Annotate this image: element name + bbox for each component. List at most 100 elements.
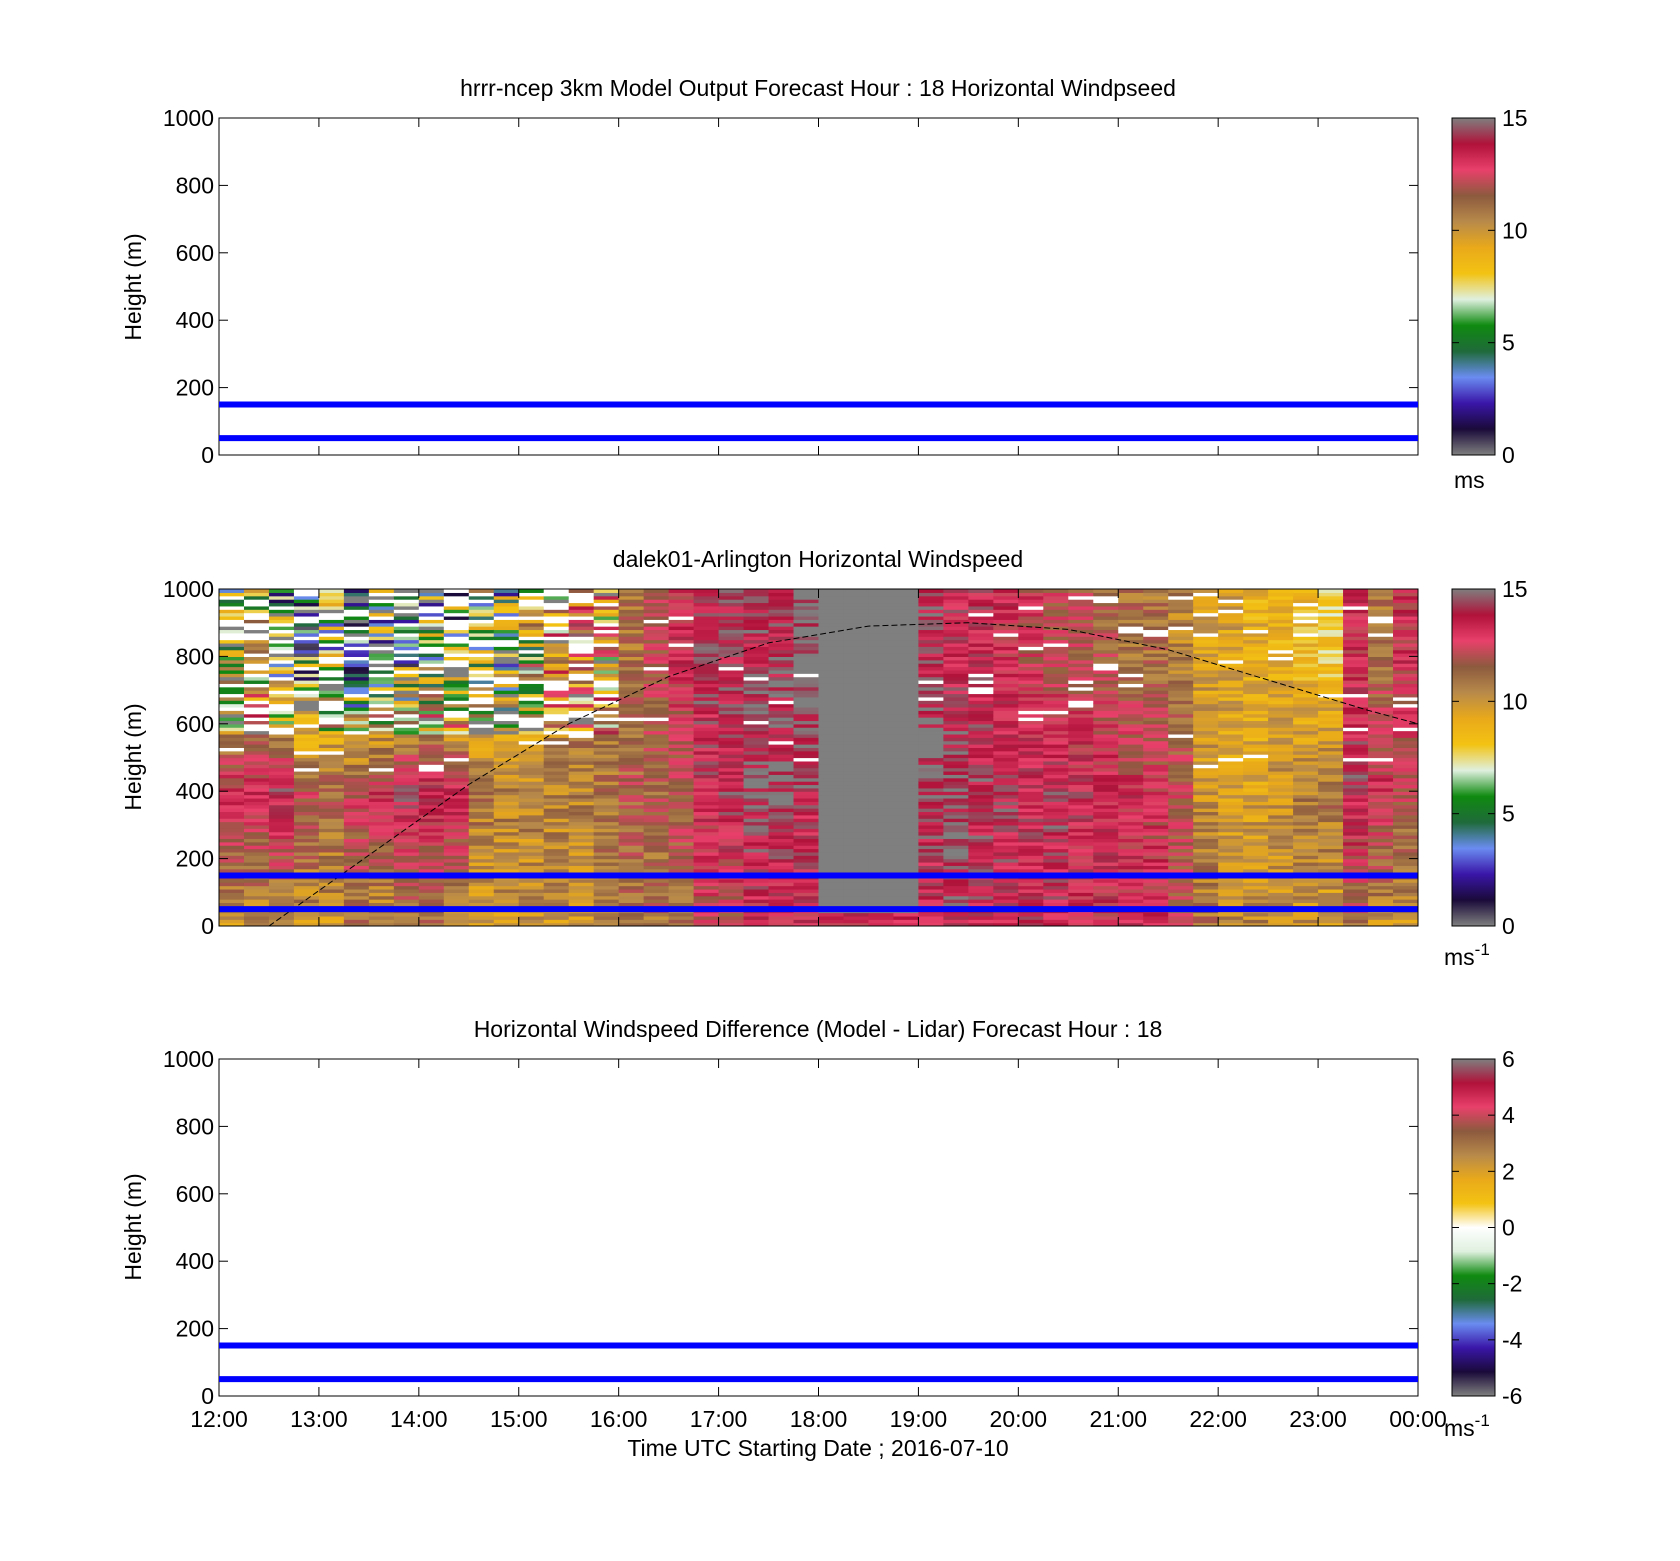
heatmap-cell <box>593 663 620 668</box>
heatmap-cell <box>1243 632 1269 637</box>
heatmap-cell <box>219 919 245 924</box>
heatmap-cell <box>268 653 295 657</box>
heatmap-cell <box>1018 690 1044 695</box>
heatmap-cell <box>793 717 820 722</box>
heatmap-cell <box>918 619 944 624</box>
heatmap-cell <box>393 659 420 664</box>
heatmap-cell <box>718 868 745 873</box>
heatmap-cell <box>518 673 545 678</box>
heatmap-cell <box>593 794 620 799</box>
heatmap-cell <box>668 595 695 600</box>
heatmap-cell <box>668 656 695 661</box>
heatmap-cell <box>1068 777 1094 782</box>
heatmap-cell <box>993 841 1019 846</box>
heatmap-cell <box>1168 592 1194 597</box>
heatmap-cell <box>1143 922 1169 926</box>
heatmap-cell <box>318 612 345 617</box>
heatmap-cell <box>943 619 969 624</box>
heatmap-cell <box>1118 831 1144 836</box>
heatmap-cell <box>643 727 670 732</box>
heatmap-cell <box>893 700 920 705</box>
heatmap-cell <box>1118 683 1144 688</box>
heatmap-cell <box>1043 902 1069 907</box>
heatmap-cell <box>968 895 994 900</box>
heatmap-cell <box>219 636 245 641</box>
heatmap-cell <box>1093 892 1119 897</box>
heatmap-cell <box>1268 794 1294 799</box>
heatmap-cell <box>568 794 595 799</box>
heatmap-cell <box>1343 599 1369 604</box>
heatmap-cell <box>893 686 920 691</box>
heatmap-cell <box>443 848 470 853</box>
heatmap-cell <box>693 922 720 926</box>
heatmap-cell <box>318 888 345 893</box>
heatmap-cell <box>743 609 770 614</box>
heatmap-cell <box>293 649 320 654</box>
heatmap-cell <box>1268 723 1294 728</box>
heatmap-cell <box>568 663 595 668</box>
heatmap-cell <box>568 831 595 836</box>
heatmap-cell <box>1218 673 1244 678</box>
heatmap-cell <box>393 727 420 732</box>
heatmap-cell <box>219 723 245 728</box>
heatmap-cell <box>1268 814 1294 819</box>
heatmap-cell <box>843 609 870 614</box>
y-tick-label: 800 <box>176 643 214 669</box>
heatmap-cell <box>868 878 895 883</box>
heatmap-cell <box>793 733 820 738</box>
heatmap-cell <box>993 622 1019 627</box>
heatmap-cell <box>793 801 820 806</box>
heatmap-cell <box>343 814 370 819</box>
heatmap-cell <box>643 669 670 674</box>
heatmap-cell <box>293 599 320 604</box>
heatmap-cell <box>293 797 320 802</box>
heatmap-cell <box>843 804 870 809</box>
heatmap-cell <box>368 744 395 748</box>
heatmap-cell <box>818 841 845 846</box>
heatmap-cell <box>868 915 895 920</box>
heatmap-cell <box>943 808 969 813</box>
heatmap-cell <box>243 861 270 866</box>
heatmap-cell <box>918 885 944 890</box>
heatmap-cell <box>1043 851 1069 856</box>
heatmap-cell <box>268 642 295 647</box>
heatmap-cell <box>793 693 820 698</box>
heatmap-cell <box>243 653 270 657</box>
heatmap-cell <box>1193 706 1219 711</box>
heatmap-cell <box>393 589 420 593</box>
heatmap-cell <box>943 626 969 631</box>
heatmap-cell <box>343 915 370 920</box>
heatmap-cell <box>843 895 870 900</box>
heatmap-cell <box>943 639 969 644</box>
heatmap-cell <box>1193 902 1219 907</box>
heatmap-cell <box>1368 589 1394 593</box>
heatmap-cell <box>1393 791 1418 796</box>
heatmap-cell <box>1068 710 1094 715</box>
heatmap-cell <box>1243 899 1269 904</box>
heatmap-cell <box>543 797 570 802</box>
heatmap-cell <box>743 636 770 641</box>
heatmap-cell <box>768 750 795 755</box>
heatmap-cell <box>868 612 895 617</box>
heatmap-cell <box>1293 848 1319 853</box>
heatmap-cell <box>1393 642 1418 647</box>
heatmap-cell <box>668 663 695 668</box>
heatmap-cell <box>868 700 895 705</box>
heatmap-cell <box>1093 619 1119 624</box>
heatmap-cell <box>1193 757 1219 762</box>
heatmap-cell <box>343 882 370 887</box>
heatmap-cell <box>343 609 370 614</box>
heatmap-cell <box>568 824 595 829</box>
heatmap-cell <box>1343 915 1369 920</box>
heatmap-cell <box>593 835 620 839</box>
heatmap-cell <box>1018 676 1044 681</box>
heatmap-cell <box>593 737 620 742</box>
heatmap-cell <box>618 781 645 786</box>
heatmap-cell <box>1368 831 1394 836</box>
heatmap-cell <box>868 855 895 860</box>
heatmap-cell <box>1168 737 1194 742</box>
heatmap-cell <box>219 612 245 617</box>
heatmap-cell <box>743 619 770 624</box>
heatmap-cell <box>1018 713 1044 718</box>
heatmap-cell <box>1343 693 1369 698</box>
